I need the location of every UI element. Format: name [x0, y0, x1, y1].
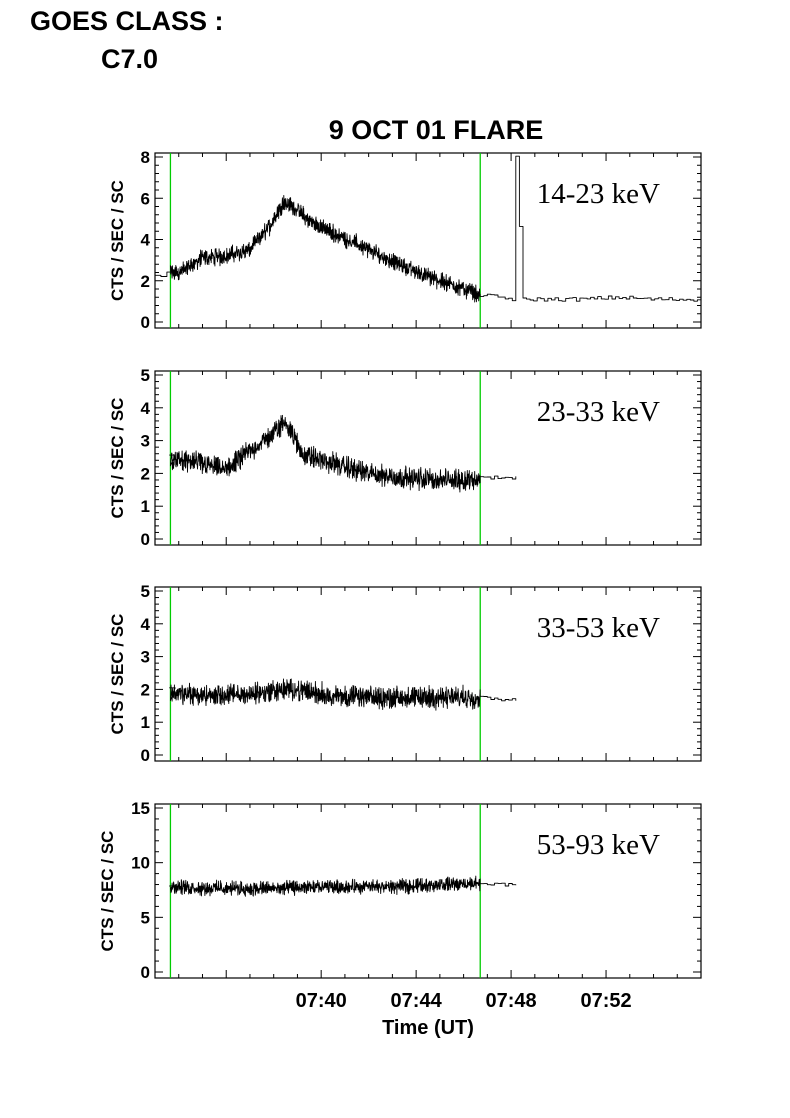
x-tick-label: 07:48: [486, 990, 537, 1012]
x-tick-label: 07:44: [391, 990, 443, 1012]
series-line: [169, 678, 517, 711]
series-line: [155, 155, 702, 303]
panel-3: 0 1 2 3 4 5 CTS / SEC / SC 33-53 keV: [108, 582, 702, 765]
goes-class-label: GOES CLASS :: [30, 6, 224, 36]
panel-4: 0 5 10 15 CTS / SEC / SC 53-93 keV: [98, 799, 702, 982]
series-line: [169, 875, 517, 897]
y-tick-label: 1: [141, 497, 150, 516]
y-tick-label: 8: [141, 148, 150, 167]
y-tick-label: 0: [141, 530, 150, 549]
y-tick-label: 6: [141, 189, 150, 208]
series-line: [169, 414, 517, 493]
y-tick-label: 0: [141, 963, 150, 982]
plot-frame: [154, 803, 702, 979]
plot-frame: [154, 370, 702, 546]
y-tick-label: 10: [131, 854, 150, 873]
band-label: 53-93 keV: [537, 829, 660, 861]
y-tick-label: 0: [141, 313, 150, 332]
y-tick-label: 5: [141, 582, 150, 601]
y-tick-label: 2: [141, 464, 150, 483]
y-axis-label: CTS / SEC / SC: [108, 180, 127, 301]
y-tick-label: 3: [141, 648, 150, 667]
band-label: 33-53 keV: [537, 612, 660, 644]
y-tick-label: 1: [141, 713, 150, 732]
x-axis-label: Time (UT): [382, 1017, 474, 1039]
y-tick-label: 0: [141, 746, 150, 765]
y-axis-label: CTS / SEC / SC: [108, 398, 127, 519]
band-label: 23-33 keV: [537, 396, 660, 428]
y-tick-label: 2: [141, 272, 150, 291]
panel-2: 0 1 2 3 4 5 CTS / SEC / SC 23-33 keV: [108, 366, 702, 549]
y-tick-label: 15: [131, 799, 150, 818]
y-axis-label: CTS / SEC / SC: [108, 614, 127, 735]
y-tick-label: 5: [141, 908, 150, 927]
plot-frame: [154, 586, 702, 762]
x-tick-label: 07:52: [580, 990, 631, 1012]
y-tick-label: 3: [141, 432, 150, 451]
y-tick-label: 4: [141, 399, 151, 418]
y-tick-label: 4: [141, 231, 151, 250]
plot-frame: [154, 152, 702, 329]
panel-1: 0 2 4 6 8 CTS / SEC / SC 14-23 keV: [108, 148, 702, 332]
y-axis-label: CTS / SEC / SC: [98, 831, 117, 952]
y-tick-label: 4: [141, 615, 151, 634]
chart-title: 9 OCT 01 FLARE: [329, 115, 544, 145]
goes-class-value: C7.0: [101, 44, 159, 74]
y-tick-label: 2: [141, 680, 150, 699]
band-label: 14-23 keV: [537, 178, 660, 210]
y-tick-label: 5: [141, 366, 150, 385]
x-tick-label: 07:40: [296, 990, 347, 1012]
